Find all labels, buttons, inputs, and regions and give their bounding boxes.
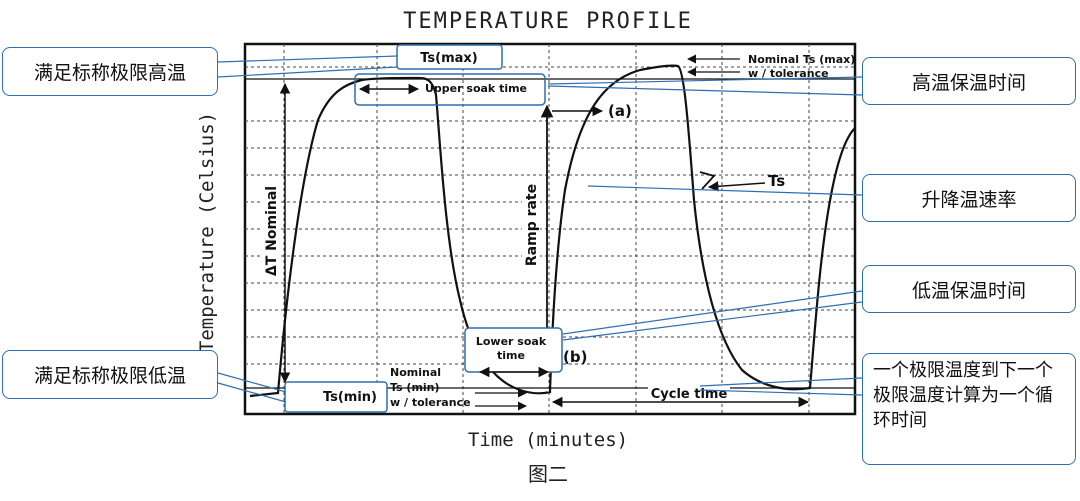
ts-arrow <box>707 181 766 192</box>
ts-min-label: Ts(min) <box>323 390 377 405</box>
callout-ramp: 升降温速率 <box>862 174 1076 222</box>
ramp-rate-label-bg <box>522 185 540 265</box>
nominal-min-label-2: Ts (min) <box>390 381 440 394</box>
ts-label: Ts <box>768 172 785 190</box>
figure-caption: 图二 <box>528 462 568 486</box>
label-a: (a) <box>608 102 632 120</box>
nominal-max-label-1: Nominal Ts (max) <box>748 53 855 66</box>
ts-slope-mark <box>699 171 716 190</box>
nominal-min-label-3: w / tolerance <box>390 396 471 409</box>
chart-title: TEMPERATURE PROFILE <box>403 9 693 34</box>
ramp-rate-label: Ramp rate <box>524 184 540 266</box>
upper-soak-box <box>354 73 546 106</box>
delta-t-label-bg <box>262 180 280 280</box>
callout-high-soak: 高温保温时间 <box>862 57 1076 105</box>
callout-high-limit: 满足标称极限高温 <box>2 47 218 96</box>
label-b: (b) <box>563 348 587 366</box>
ts-max-label: Ts(max) <box>420 51 477 66</box>
nominal-min-label-1: Nominal <box>390 366 441 379</box>
temperature-curve <box>249 64 856 398</box>
y-axis-label: Temperature (Celsius) <box>196 112 218 352</box>
lower-soak-label-1: Lower soak <box>476 335 547 348</box>
lower-soak-label-2: time <box>497 349 525 362</box>
callout-low-soak: 低温保温时间 <box>862 265 1076 313</box>
callout-low-limit: 满足标称极限低温 <box>2 350 218 399</box>
callout-cycle: 一个极限温度到下一个极限温度计算为一个循环时间 <box>862 353 1076 465</box>
nominal-max-label-2: w / tolerance <box>748 67 829 80</box>
callout-leaders <box>217 55 863 403</box>
x-axis-label: Time (minutes) <box>468 429 628 451</box>
ts-min-box <box>284 381 388 413</box>
ts-max-box <box>396 44 503 70</box>
cycle-time-label: Cycle time <box>651 387 728 402</box>
delta-t-label: ΔT Nominal <box>264 186 280 276</box>
upper-soak-label: Upper soak time <box>425 82 527 95</box>
